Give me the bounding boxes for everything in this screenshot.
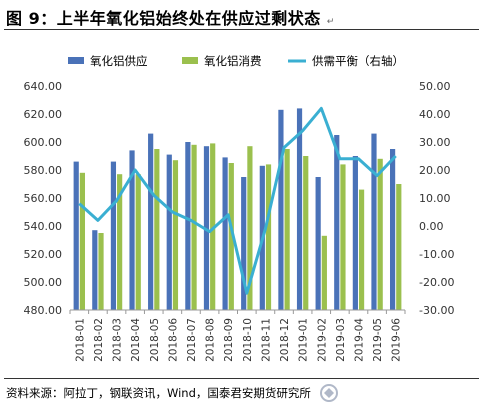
legend-label-2: 氧化铝消费 (204, 54, 262, 68)
bar-supply (371, 133, 377, 310)
x-tick-label: 2018-09 (223, 318, 235, 362)
bar-consumption (377, 158, 383, 310)
chart-area: 氧化铝供应 氧化铝消费 供需平衡（右轴） 480.00 500.00 520.00 540.… (24, 54, 455, 362)
x-tick-label: 2018-10 (242, 318, 254, 362)
bar-supply (241, 177, 247, 310)
y-left-tick-label: 500.00 (24, 276, 63, 289)
x-tick-label: 2018-01 (74, 318, 86, 362)
bar-consumption (98, 233, 104, 310)
source-divider (4, 378, 479, 379)
x-tick-label: 2018-03 (112, 318, 124, 362)
bar-supply (222, 157, 228, 310)
bar-supply (389, 149, 396, 310)
bar-consumption (172, 160, 179, 310)
x-tick-label: 2018-07 (186, 318, 198, 362)
source-note: 资料来源：阿拉丁，钢联资讯，Wind，国泰君安期货研究所 (6, 386, 311, 400)
title-divider (4, 29, 479, 30)
bar-consumption (303, 156, 309, 310)
y-left-tick-label: 620.00 (24, 108, 63, 121)
y-right-tick-label: 50.00 (419, 80, 451, 93)
bar-consumption (284, 149, 290, 310)
bar-consumption (358, 189, 365, 310)
bar-supply (129, 150, 135, 310)
x-tick-label: 2018-12 (279, 318, 291, 362)
bar-supply (315, 177, 321, 310)
bar-consumption (265, 164, 272, 310)
x-tick-label: 2019-02 (316, 318, 328, 362)
bar-consumption (321, 235, 327, 310)
legend-swatch-2 (182, 57, 198, 64)
y-left-tick-label: 600.00 (24, 136, 63, 149)
y-right-tick-label: 10.00 (419, 192, 451, 205)
y-left-tick-label: 520.00 (24, 248, 63, 261)
bar-consumption (247, 146, 253, 310)
watermark-logo (320, 384, 338, 402)
y-left-tick-label: 540.00 (24, 220, 63, 233)
paragraph-mark: ↵ (326, 17, 335, 27)
y-right-tick-label: -30.00 (419, 304, 454, 317)
x-tick-label: 2019-06 (391, 318, 403, 362)
bar-consumption (210, 143, 216, 310)
legend-label-1: 氧化铝供应 (90, 54, 148, 68)
bar-consumption (228, 163, 234, 310)
x-tick-label: 2019-03 (335, 318, 347, 362)
bar-consumption (154, 149, 160, 310)
y-right-tick-label: 0.00 (419, 220, 444, 233)
bar-supply (296, 108, 303, 311)
bar-supply (334, 135, 340, 310)
x-tick-label: 2019-04 (353, 318, 365, 362)
y-right-tick-label: -20.00 (419, 276, 454, 289)
bar-consumption (79, 172, 86, 310)
bar-consumption (135, 174, 141, 310)
x-tick-label: 2019-05 (372, 318, 384, 362)
bar-supply (148, 133, 154, 310)
bar-consumption (191, 144, 197, 310)
bar-supply (166, 154, 172, 310)
bar-supply (278, 109, 284, 310)
x-tick-label: 2018-05 (149, 318, 161, 362)
bar-supply (73, 161, 79, 310)
y-right-tick-label: 40.00 (419, 108, 451, 121)
bar-supply (185, 142, 191, 310)
bar-consumption (340, 164, 346, 310)
y-left-tick-label: 480.00 (24, 304, 63, 317)
x-tick-label: 2018-02 (93, 318, 105, 362)
y-left-tick-label: 640.00 (24, 80, 63, 93)
bar-consumption (117, 174, 123, 310)
legend-swatch-1 (68, 57, 84, 64)
bar-supply (110, 161, 117, 310)
y-right-tick-label: -10.00 (419, 248, 454, 261)
balance-line (78, 106, 397, 295)
bar-supply (352, 156, 358, 310)
chart-title: 图 9：上半年氧化铝始终处在供应过剩状态 ↵ (6, 9, 335, 28)
x-tick-label: 2019-01 (298, 318, 310, 362)
bar-consumption (396, 184, 402, 310)
y-left-tick-label: 560.00 (24, 192, 63, 205)
y-right-tick-label: 30.00 (419, 136, 451, 149)
x-tick-label: 2018-04 (130, 318, 142, 362)
legend-label-3: 供需平衡（右轴） (312, 54, 404, 68)
y-left-tick-label: 580.00 (24, 164, 63, 177)
bar-supply (92, 230, 98, 310)
x-tick-label: 2018-11 (260, 318, 272, 362)
x-tick-label: 2018-08 (205, 318, 217, 362)
x-tick-label: 2018-06 (167, 318, 179, 362)
y-right-tick-label: 20.00 (419, 164, 451, 177)
